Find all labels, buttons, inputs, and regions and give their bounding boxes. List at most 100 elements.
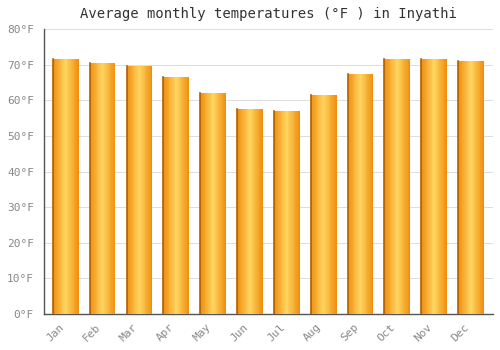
Bar [70, 60, 71, 314]
Bar [465, 61, 466, 314]
Bar [177, 77, 178, 314]
Bar [464, 61, 465, 314]
Bar [438, 60, 440, 314]
Bar [280, 111, 281, 314]
Bar [316, 95, 318, 314]
Bar [298, 111, 299, 314]
Bar [128, 66, 129, 314]
Bar [65, 60, 66, 314]
Bar [179, 77, 180, 314]
Bar [261, 109, 262, 314]
Bar [250, 109, 251, 314]
Bar [63, 60, 64, 314]
Bar [396, 60, 398, 314]
Bar [462, 61, 463, 314]
Bar [429, 60, 430, 314]
Bar [185, 77, 186, 314]
Bar [105, 63, 106, 314]
Bar [408, 60, 410, 314]
Bar [312, 95, 314, 314]
Bar [129, 66, 130, 314]
Bar [286, 111, 287, 314]
Bar [132, 66, 134, 314]
Bar [252, 109, 254, 314]
Bar [141, 66, 142, 314]
Bar [388, 60, 390, 314]
Bar [221, 93, 222, 314]
Bar [435, 60, 436, 314]
Bar [142, 66, 143, 314]
Bar [219, 93, 220, 314]
Bar [243, 109, 244, 314]
Bar [404, 60, 405, 314]
Bar [474, 61, 476, 314]
Bar [138, 66, 140, 314]
Bar [130, 66, 131, 314]
Bar [204, 93, 206, 314]
Bar [260, 109, 261, 314]
Bar [287, 111, 288, 314]
Bar [166, 77, 167, 314]
Bar [258, 109, 260, 314]
Bar [224, 93, 225, 314]
Bar [350, 74, 351, 314]
Bar [213, 93, 214, 314]
Bar [201, 93, 202, 314]
Bar [394, 60, 396, 314]
Bar [323, 95, 324, 314]
Bar [274, 111, 276, 314]
Bar [172, 77, 173, 314]
Bar [149, 66, 150, 314]
Bar [348, 74, 350, 314]
Bar [329, 95, 330, 314]
Bar [150, 66, 152, 314]
Bar [98, 63, 99, 314]
Bar [299, 111, 300, 314]
Bar [100, 63, 101, 314]
Bar [459, 61, 460, 314]
Bar [245, 109, 246, 314]
Bar [222, 93, 224, 314]
Bar [216, 93, 218, 314]
Bar [333, 95, 334, 314]
Bar [288, 111, 290, 314]
Bar [291, 111, 292, 314]
Bar [176, 77, 177, 314]
Bar [93, 63, 94, 314]
Bar [58, 60, 59, 314]
Bar [60, 60, 62, 314]
Bar [186, 77, 188, 314]
Bar [369, 74, 370, 314]
Bar [358, 74, 360, 314]
Bar [320, 95, 321, 314]
Bar [399, 60, 400, 314]
Bar [324, 95, 326, 314]
Bar [463, 61, 464, 314]
Bar [430, 60, 432, 314]
Bar [368, 74, 369, 314]
Bar [470, 61, 471, 314]
Bar [468, 61, 469, 314]
Bar [188, 77, 189, 314]
Bar [262, 109, 263, 314]
Bar [54, 60, 56, 314]
Bar [90, 63, 92, 314]
Bar [472, 61, 474, 314]
Bar [293, 111, 294, 314]
Bar [478, 61, 480, 314]
Bar [477, 61, 478, 314]
Bar [71, 60, 72, 314]
Bar [251, 109, 252, 314]
Bar [180, 77, 182, 314]
Bar [327, 95, 328, 314]
Bar [482, 61, 483, 314]
Bar [110, 63, 111, 314]
Bar [182, 77, 183, 314]
Bar [108, 63, 110, 314]
Bar [174, 77, 176, 314]
Bar [294, 111, 296, 314]
Bar [206, 93, 207, 314]
Bar [76, 60, 77, 314]
Bar [471, 61, 472, 314]
Bar [210, 93, 212, 314]
